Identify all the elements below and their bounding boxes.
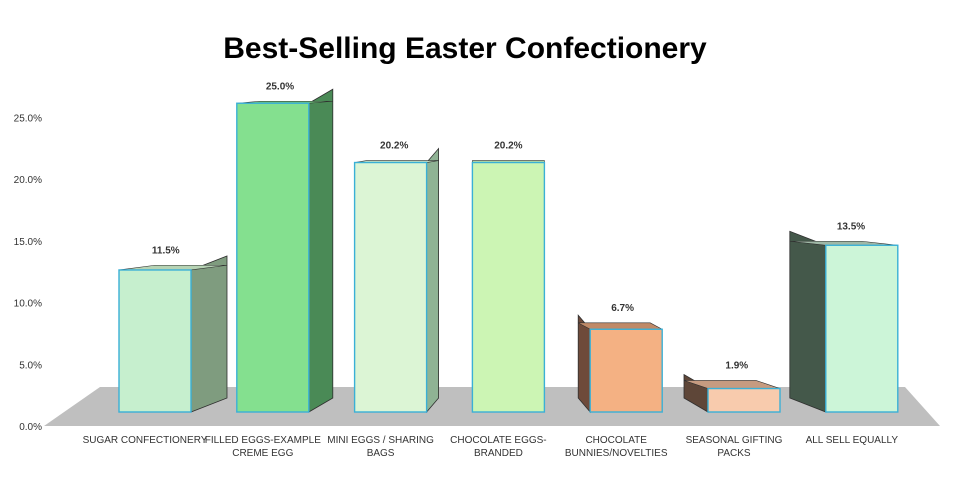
data-label: 1.9%: [725, 360, 748, 371]
y-tick-label: 5.0%: [19, 360, 42, 371]
bar: [825, 244, 899, 413]
data-label: 20.2%: [494, 141, 522, 152]
y-tick-label: 20.0%: [14, 175, 42, 186]
y-tick-label: 25.0%: [14, 113, 42, 124]
bar: [589, 328, 663, 413]
x-category-label: SEASONAL GIFTING: [686, 435, 783, 446]
bar-side: [577, 314, 591, 414]
y-tick-label: 10.0%: [14, 299, 42, 310]
x-category-label: FILLED EGGS-EXAMPLE: [205, 435, 321, 446]
data-label: 13.5%: [837, 221, 865, 232]
data-label: 6.7%: [611, 303, 634, 314]
x-category-label: BAGS: [367, 448, 395, 459]
data-label: 25.0%: [266, 81, 294, 92]
bar-side: [190, 255, 228, 413]
bar: [236, 102, 310, 413]
x-category-label: CHOCOLATE: [585, 435, 647, 446]
y-tick-label: 0.0%: [19, 422, 42, 433]
x-category-label: PACKS: [717, 448, 750, 459]
bar: [353, 161, 428, 413]
data-label: 11.5%: [152, 245, 180, 256]
y-tick-label: 15.0%: [14, 237, 42, 248]
chart-title: Best-Selling Easter Confectionery: [223, 32, 707, 65]
bar: [471, 161, 546, 413]
bar-side: [426, 147, 440, 414]
bar: [707, 387, 781, 413]
data-label: 20.2%: [380, 141, 408, 152]
x-category-label: MINI EGGS / SHARING: [327, 435, 434, 446]
x-category-label: CREME EGG: [232, 448, 293, 459]
bar-side: [308, 88, 334, 413]
x-category-label: SUGAR CONFECTIONERY: [83, 435, 208, 446]
bar: [118, 269, 192, 413]
bar-side: [789, 230, 827, 413]
x-category-label: BRANDED: [474, 448, 523, 459]
x-category-label: CHOCOLATE EGGS-: [450, 435, 547, 446]
bar-top: [578, 322, 663, 330]
x-category-label: BUNNIES/NOVELTIES: [565, 448, 668, 459]
x-category-label: ALL SELL EQUALLY: [806, 435, 899, 446]
